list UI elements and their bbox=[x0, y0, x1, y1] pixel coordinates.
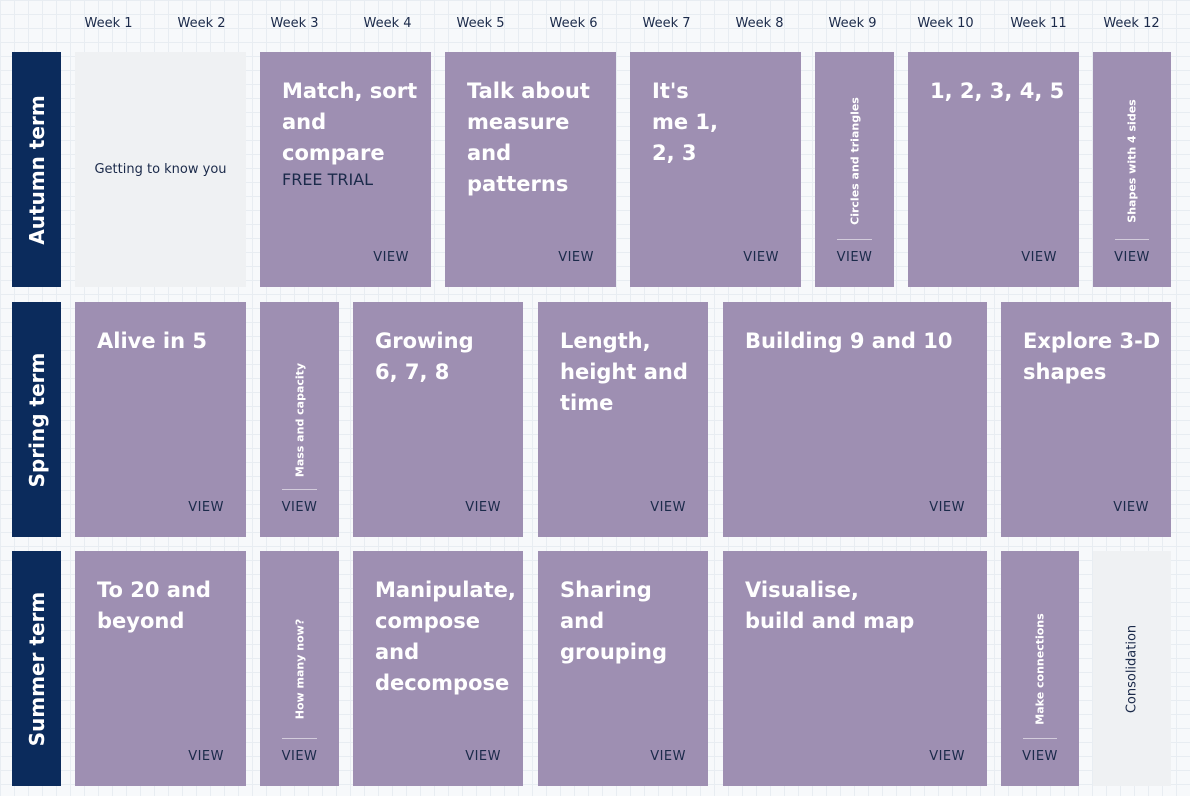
term-label-summer: Summer term bbox=[12, 551, 61, 786]
term-label-text: Summer term bbox=[24, 591, 49, 746]
card-title: Manipulate, compose and decompose bbox=[375, 578, 516, 695]
card-match-sort-compare[interactable]: Match, sort and compare FREE TRIAL VIEW bbox=[260, 52, 431, 287]
card-consolidation: Consolidation bbox=[1093, 551, 1171, 786]
card-circles-triangles[interactable]: Circles and triangles VIEW bbox=[815, 52, 894, 287]
week-5-label: Week 5 bbox=[456, 16, 505, 31]
card-length-height-time[interactable]: Length, height and time VIEW bbox=[538, 302, 708, 537]
view-link[interactable]: VIEW bbox=[1114, 250, 1150, 265]
view-link[interactable]: VIEW bbox=[929, 749, 965, 764]
card-shapes-4-sides[interactable]: Shapes with 4 sides VIEW bbox=[1093, 52, 1171, 287]
card-title: Visualise, build and map bbox=[745, 578, 915, 633]
term-label-spring: Spring term bbox=[12, 302, 61, 537]
divider bbox=[282, 738, 317, 739]
week-2-label: Week 2 bbox=[177, 16, 226, 31]
card-title: Talk about measure and patterns bbox=[467, 79, 590, 196]
card-explore-3d-shapes[interactable]: Explore 3-D shapes VIEW bbox=[1001, 302, 1171, 537]
card-visualise-build-map[interactable]: Visualise, build and map VIEW bbox=[723, 551, 987, 786]
view-link[interactable]: VIEW bbox=[1021, 250, 1057, 265]
view-link[interactable]: VIEW bbox=[281, 749, 318, 764]
card-to-20-and-beyond[interactable]: To 20 and beyond VIEW bbox=[75, 551, 246, 786]
week-1-label: Week 1 bbox=[84, 16, 133, 31]
view-link[interactable]: VIEW bbox=[373, 250, 409, 265]
card-title: Mass and capacity bbox=[293, 362, 306, 478]
view-link[interactable]: VIEW bbox=[836, 250, 873, 265]
week-11-label: Week 11 bbox=[1010, 16, 1067, 31]
card-title: It's me 1, 2, 3 bbox=[652, 79, 719, 165]
week-9-label: Week 9 bbox=[828, 16, 877, 31]
free-trial-label[interactable]: FREE TRIAL bbox=[282, 170, 374, 189]
view-link[interactable]: VIEW bbox=[465, 749, 501, 764]
card-its-me[interactable]: It's me 1, 2, 3 VIEW bbox=[630, 52, 801, 287]
card-sharing-grouping[interactable]: Sharing and grouping VIEW bbox=[538, 551, 708, 786]
card-make-connections[interactable]: Make connections VIEW bbox=[1001, 551, 1079, 786]
card-title: Growing 6, 7, 8 bbox=[375, 329, 474, 384]
card-talk-about-measure[interactable]: Talk about measure and patterns VIEW bbox=[445, 52, 616, 287]
week-8-label: Week 8 bbox=[735, 16, 784, 31]
card-getting-to-know-you: Getting to know you bbox=[75, 52, 246, 287]
divider bbox=[1115, 239, 1149, 240]
divider bbox=[837, 239, 872, 240]
term-label-text: Spring term bbox=[24, 352, 49, 487]
card-title: Match, sort and compare bbox=[282, 79, 418, 165]
card-title: 1, 2, 3, 4, 5 bbox=[930, 79, 1065, 103]
week-4-label: Week 4 bbox=[363, 16, 412, 31]
card-mass-capacity[interactable]: Mass and capacity VIEW bbox=[260, 302, 339, 537]
card-title: Shapes with 4 sides bbox=[1125, 99, 1139, 223]
week-10-label: Week 10 bbox=[917, 16, 974, 31]
card-alive-in-5[interactable]: Alive in 5 VIEW bbox=[75, 302, 246, 537]
view-link[interactable]: VIEW bbox=[1022, 749, 1058, 764]
card-1-to-5[interactable]: 1, 2, 3, 4, 5 VIEW bbox=[908, 52, 1079, 287]
card-title: Building 9 and 10 bbox=[745, 329, 953, 353]
view-link[interactable]: VIEW bbox=[1113, 500, 1149, 515]
card-title: Make connections bbox=[1033, 613, 1047, 725]
card-title: Consolidation bbox=[1124, 624, 1140, 713]
term-label-text: Autumn term bbox=[24, 94, 49, 245]
view-link[interactable]: VIEW bbox=[650, 500, 686, 515]
card-growing-6-7-8[interactable]: Growing 6, 7, 8 VIEW bbox=[353, 302, 523, 537]
view-link[interactable]: VIEW bbox=[465, 500, 501, 515]
card-title: Circles and triangles bbox=[848, 97, 861, 225]
view-link[interactable]: VIEW bbox=[743, 250, 779, 265]
divider bbox=[282, 489, 317, 490]
card-title: Alive in 5 bbox=[97, 329, 207, 353]
card-title: To 20 and beyond bbox=[97, 578, 211, 633]
card-building-9-10[interactable]: Building 9 and 10 VIEW bbox=[723, 302, 987, 537]
view-link[interactable]: VIEW bbox=[281, 500, 318, 515]
view-link[interactable]: VIEW bbox=[650, 749, 686, 764]
week-12-label: Week 12 bbox=[1103, 16, 1160, 31]
card-title: Length, height and time bbox=[560, 329, 688, 415]
view-link[interactable]: VIEW bbox=[188, 500, 224, 515]
week-7-label: Week 7 bbox=[642, 16, 691, 31]
card-manipulate-compose[interactable]: Manipulate, compose and decompose VIEW bbox=[353, 551, 523, 786]
card-title: Explore 3-D shapes bbox=[1023, 329, 1161, 384]
card-title: Sharing and grouping bbox=[560, 578, 667, 664]
view-link[interactable]: VIEW bbox=[188, 749, 224, 764]
view-link[interactable]: VIEW bbox=[558, 250, 594, 265]
card-how-many-now[interactable]: How many now? VIEW bbox=[260, 551, 339, 786]
divider bbox=[1023, 738, 1057, 739]
view-link[interactable]: VIEW bbox=[929, 500, 965, 515]
week-6-label: Week 6 bbox=[549, 16, 598, 31]
card-title: Getting to know you bbox=[94, 161, 227, 177]
card-title: How many now? bbox=[293, 618, 306, 720]
week-3-label: Week 3 bbox=[270, 16, 319, 31]
term-label-autumn: Autumn term bbox=[12, 52, 61, 287]
